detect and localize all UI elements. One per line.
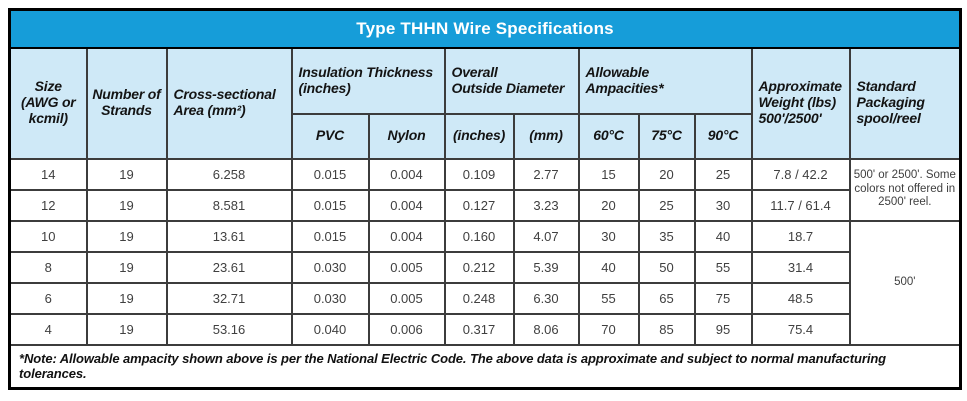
- cell-size: 14: [8, 157, 88, 191]
- thhn-spec-table: Type THHN Wire Specifications Size (AWG …: [8, 8, 963, 390]
- cell-ampacity-75c: 65: [637, 281, 696, 315]
- col-header-strands: Number of Strands: [85, 46, 168, 160]
- subheader-90c: 90°C: [693, 112, 753, 160]
- cell-ampacity-90c: 25: [693, 157, 753, 191]
- cell-cross-area: 32.71: [165, 281, 293, 315]
- footnote: *Note: Allowable ampacity shown above is…: [8, 343, 962, 390]
- cell-weight: 18.7: [750, 219, 851, 253]
- cell-size: 4: [8, 312, 88, 346]
- table-row-awg-12: 12 19 8.581 0.015 0.004 0.127 3.23 20 25…: [8, 188, 961, 222]
- cell-nylon: 0.006: [367, 312, 446, 346]
- cell-packaging-group-1: 500' or 2500'. Some colors not offered i…: [848, 157, 962, 222]
- col-header-overall-diameter: Overall Outside Diameter: [443, 46, 580, 115]
- cell-strands: 19: [85, 219, 168, 253]
- header-row-groups: Size (AWG or kcmil) Number of Strands Cr…: [8, 46, 962, 160]
- note-row: *Note: Allowable ampacity shown above is…: [8, 343, 962, 390]
- cell-pvc: 0.030: [290, 250, 370, 284]
- cell-nylon: 0.005: [367, 250, 446, 284]
- cell-size: 8: [8, 250, 88, 284]
- cell-size: 12: [8, 188, 88, 222]
- col-header-cross-area: Cross-sectional Area (mm²): [165, 46, 293, 160]
- cell-strands: 19: [85, 312, 168, 346]
- cell-cross-area: 6.258: [165, 157, 293, 191]
- cell-cross-area: 53.16: [165, 312, 293, 346]
- subheader-nylon: Nylon: [367, 112, 446, 160]
- cell-diameter-mm: 4.07: [512, 219, 580, 253]
- cell-packaging-group-2: 500': [848, 219, 962, 346]
- subheader-mm: (mm): [512, 112, 580, 160]
- title-row: Type THHN Wire Specifications: [8, 8, 962, 49]
- cell-cross-area: 8.581: [165, 188, 293, 222]
- cell-ampacity-60c: 55: [577, 281, 640, 315]
- cell-weight: 11.7 / 61.4: [750, 188, 851, 222]
- cell-weight: 31.4: [750, 250, 851, 284]
- cell-nylon: 0.004: [367, 219, 446, 253]
- cell-size: 6: [8, 281, 88, 315]
- cell-diameter-inches: 0.127: [443, 188, 515, 222]
- cell-diameter-inches: 0.212: [443, 250, 515, 284]
- cell-ampacity-90c: 95: [693, 312, 753, 346]
- cell-strands: 19: [85, 250, 168, 284]
- cell-ampacity-90c: 30: [693, 188, 753, 222]
- cell-diameter-inches: 0.317: [443, 312, 515, 346]
- cell-diameter-inches: 0.109: [443, 157, 515, 191]
- cell-nylon: 0.005: [367, 281, 446, 315]
- cell-weight: 75.4: [750, 312, 851, 346]
- cell-pvc: 0.015: [290, 157, 370, 191]
- cell-nylon: 0.004: [367, 157, 446, 191]
- cell-weight: 7.8 / 42.2: [750, 157, 851, 191]
- cell-diameter-mm: 2.77: [512, 157, 580, 191]
- cell-ampacity-60c: 40: [577, 250, 640, 284]
- cell-ampacity-75c: 35: [637, 219, 696, 253]
- cell-pvc: 0.030: [290, 281, 370, 315]
- cell-ampacity-90c: 40: [693, 219, 753, 253]
- cell-ampacity-60c: 30: [577, 219, 640, 253]
- cell-ampacity-75c: 50: [637, 250, 696, 284]
- subheader-75c: 75°C: [637, 112, 696, 160]
- subheader-inches: (inches): [443, 112, 515, 160]
- cell-strands: 19: [85, 281, 168, 315]
- cell-cross-area: 23.61: [165, 250, 293, 284]
- cell-ampacity-60c: 20: [577, 188, 640, 222]
- table-row-awg-14: 14 19 6.258 0.015 0.004 0.109 2.77 15 20…: [8, 157, 962, 222]
- col-header-allowable-ampacities: Allowable Ampacities*: [577, 46, 753, 115]
- cell-diameter-inches: 0.248: [443, 281, 515, 315]
- cell-ampacity-75c: 85: [637, 312, 696, 346]
- cell-pvc: 0.015: [290, 188, 370, 222]
- table-row-awg-6: 6 19 32.71 0.030 0.005 0.248 6.30 55 65 …: [8, 281, 961, 315]
- cell-ampacity-75c: 25: [637, 188, 696, 222]
- cell-diameter-mm: 3.23: [512, 188, 580, 222]
- header-row-subcolumns: PVC Nylon (inches) (mm) 60°C 75°C 90°C: [10, 112, 961, 160]
- cell-ampacity-60c: 15: [577, 157, 640, 191]
- cell-diameter-mm: 6.30: [512, 281, 580, 315]
- table-title: Type THHN Wire Specifications: [8, 8, 962, 49]
- cell-weight: 48.5: [750, 281, 851, 315]
- cell-diameter-inches: 0.160: [443, 219, 515, 253]
- col-header-size: Size (AWG or kcmil): [8, 46, 88, 160]
- cell-ampacity-75c: 20: [637, 157, 696, 191]
- cell-diameter-mm: 8.06: [512, 312, 580, 346]
- cell-strands: 19: [85, 157, 168, 191]
- col-header-approx-weight: Approximate Weight (lbs) 500'/2500': [750, 46, 851, 160]
- cell-size: 10: [8, 219, 88, 253]
- cell-ampacity-90c: 75: [693, 281, 753, 315]
- col-header-standard-packaging: Standard Packaging spool/reel: [848, 46, 962, 160]
- cell-pvc: 0.040: [290, 312, 370, 346]
- cell-ampacity-60c: 70: [577, 312, 640, 346]
- subheader-pvc: PVC: [290, 112, 370, 160]
- cell-ampacity-90c: 55: [693, 250, 753, 284]
- cell-nylon: 0.004: [367, 188, 446, 222]
- table-row-awg-8: 8 19 23.61 0.030 0.005 0.212 5.39 40 50 …: [8, 250, 961, 284]
- table-row-awg-4: 4 19 53.16 0.040 0.006 0.317 8.06 70 85 …: [8, 312, 961, 346]
- cell-cross-area: 13.61: [165, 219, 293, 253]
- col-header-insulation-thickness: Insulation Thickness (inches): [290, 46, 446, 115]
- cell-diameter-mm: 5.39: [512, 250, 580, 284]
- table-row-awg-10: 10 19 13.61 0.015 0.004 0.160 4.07 30 35…: [8, 219, 962, 346]
- cell-pvc: 0.015: [290, 219, 370, 253]
- cell-strands: 19: [85, 188, 168, 222]
- subheader-60c: 60°C: [577, 112, 640, 160]
